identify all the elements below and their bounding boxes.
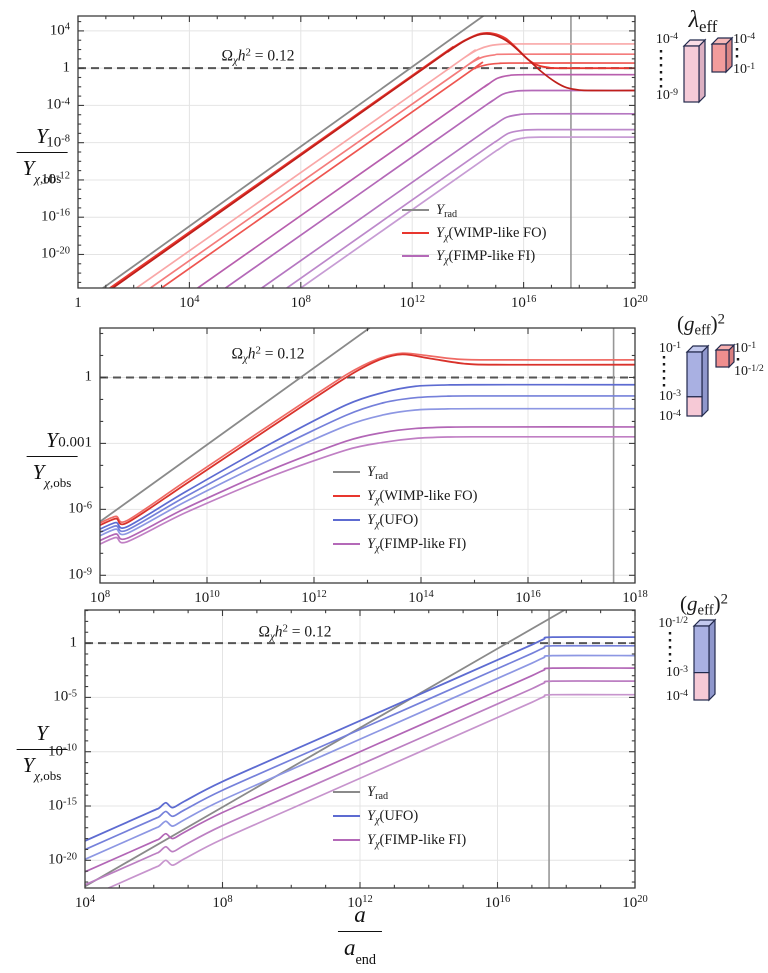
series-fimp-3 bbox=[85, 667, 635, 873]
coupling-bar-segment bbox=[693, 672, 710, 701]
coupling-bar-side-face bbox=[698, 38, 706, 104]
coupling-bar-segment bbox=[683, 45, 700, 103]
panel-3 bbox=[84, 609, 717, 889]
series-ufo-1 bbox=[100, 407, 635, 537]
series-ufo-3 bbox=[85, 636, 635, 842]
series-wimp-2 bbox=[149, 53, 635, 288]
series-fimp-1 bbox=[299, 136, 635, 288]
series-group bbox=[102, 16, 635, 288]
x-axis-denominator: aend bbox=[337, 931, 383, 968]
x-axis-label: a aend bbox=[337, 902, 383, 968]
series-fimp-1 bbox=[106, 693, 635, 888]
coupling-bar-segment bbox=[686, 396, 703, 417]
series-Y_rad bbox=[102, 16, 485, 288]
series-Y_rad bbox=[100, 328, 372, 523]
series-ufo-3 bbox=[100, 383, 635, 530]
series-wimp-1 bbox=[100, 352, 635, 524]
series-group bbox=[85, 610, 635, 888]
series-fimp-4 bbox=[224, 89, 635, 288]
series-ufo-1 bbox=[85, 654, 635, 861]
y-axis-numerator: Y bbox=[36, 124, 48, 148]
y-axis-label-panel3: Y Yχ,obs bbox=[16, 721, 68, 783]
y-axis-numerator: Y bbox=[36, 721, 48, 745]
x-axis-numerator: a bbox=[354, 902, 366, 927]
series-wimp-5 bbox=[111, 33, 635, 288]
series-ufo-2 bbox=[100, 395, 635, 534]
y-axis-numerator: Y bbox=[46, 428, 58, 452]
coupling-bar-segment bbox=[686, 351, 703, 398]
panel-1 bbox=[77, 15, 739, 289]
series-fimp-5 bbox=[196, 73, 635, 288]
series-fimp-2 bbox=[85, 680, 635, 886]
y-axis-label-panel2: Y Yχ,obs bbox=[26, 428, 78, 490]
series-wimp-3 bbox=[160, 61, 635, 288]
y-axis-denominator: Yχ,obs bbox=[16, 152, 68, 186]
y-axis-denominator: Yχ,obs bbox=[26, 456, 78, 490]
series-Y_rad bbox=[85, 610, 566, 888]
series-group bbox=[100, 328, 635, 545]
coupling-bar-segment bbox=[693, 625, 710, 674]
y-axis-label-panel1: Y Yχ,obs bbox=[16, 124, 68, 186]
series-fimp-1 bbox=[100, 435, 635, 545]
series-wimp-4 bbox=[109, 32, 635, 288]
coupling-bar-side-face bbox=[701, 344, 709, 418]
series-wimp-2 bbox=[100, 353, 635, 527]
series-fimp-2 bbox=[100, 426, 635, 542]
coupling-bar-side-face bbox=[708, 618, 716, 702]
panel-2 bbox=[99, 327, 740, 584]
series-fimp-2 bbox=[286, 128, 635, 288]
series-fimp-3 bbox=[260, 112, 635, 288]
coupling-bar-segment bbox=[715, 349, 730, 368]
coupling-bar-segment bbox=[711, 43, 727, 73]
series-wimp-1 bbox=[135, 43, 635, 288]
y-axis-denominator: Yχ,obs bbox=[16, 749, 68, 783]
series-ufo-2 bbox=[85, 644, 635, 851]
